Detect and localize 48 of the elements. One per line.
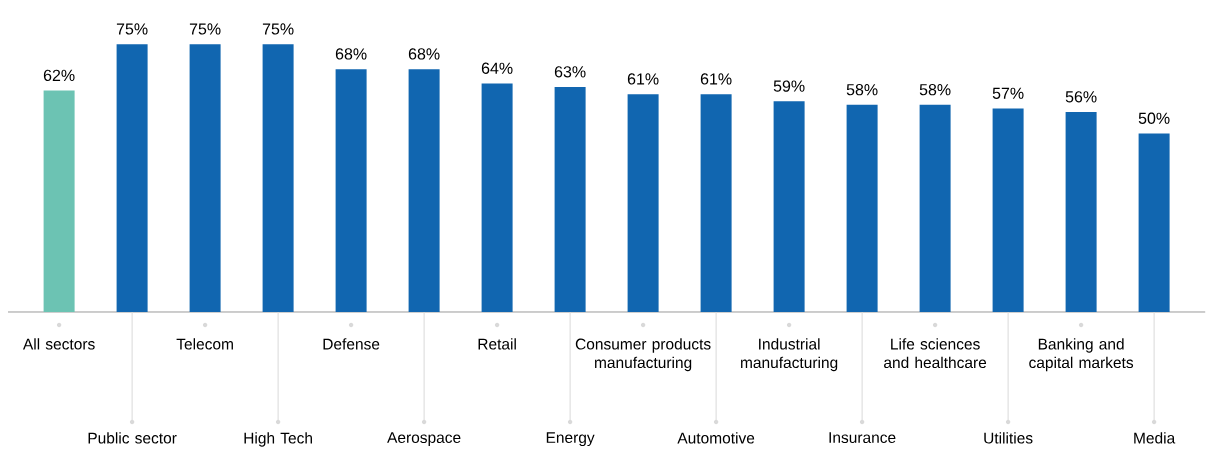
data-label: 61% <box>700 73 732 85</box>
bar <box>43 90 75 312</box>
x-tick-label: Energy <box>546 432 595 447</box>
data-label: 59% <box>773 80 805 92</box>
x-tick-label: All sectors <box>22 338 95 350</box>
bar <box>335 69 367 312</box>
data-label: 61% <box>627 73 659 85</box>
data-label: 50% <box>1138 112 1170 124</box>
x-tick-label: High Tech <box>244 432 312 447</box>
data-label: 56% <box>1065 91 1097 103</box>
bar <box>481 83 513 312</box>
x-tick-label: Industrial manufacturing <box>741 338 838 372</box>
x-tick-label: Utilities <box>984 432 1033 444</box>
data-label: 58% <box>846 84 878 96</box>
bar <box>262 44 294 312</box>
data-label: 63% <box>554 66 586 78</box>
x-tick-label: Insurance <box>829 432 896 444</box>
x-tick-label: Life sciences and healthcare <box>884 338 987 369</box>
x-tick-label: Telecom <box>176 338 233 350</box>
data-label: 68% <box>335 48 367 60</box>
data-label: 62% <box>43 69 75 82</box>
data-label: 75% <box>116 23 148 35</box>
x-tick-label: Aerospace <box>387 432 461 447</box>
bar <box>189 44 221 312</box>
data-label: 58% <box>919 84 951 96</box>
bar <box>1065 112 1097 312</box>
bar <box>116 44 148 312</box>
x-tick-label: Public sector <box>88 432 177 444</box>
bar <box>846 104 878 312</box>
x-tick-label: Automotive <box>677 432 755 444</box>
x-tick-label: Consumer products manufacturing <box>575 338 711 372</box>
bar <box>992 108 1024 312</box>
x-tick-label: Media <box>1134 432 1176 444</box>
data-label: 75% <box>189 23 221 35</box>
bar <box>773 101 805 312</box>
bar <box>1138 133 1170 312</box>
x-tick-label: Defense <box>323 338 380 350</box>
x-tick-label: Banking and capital markets <box>1029 338 1134 372</box>
data-label: 57% <box>992 87 1024 99</box>
bar <box>627 94 659 312</box>
data-label: 75% <box>262 23 294 35</box>
bar <box>700 94 732 312</box>
bar <box>919 104 951 312</box>
bar <box>554 87 586 312</box>
bar <box>408 69 440 312</box>
x-tick-label: Retail <box>478 338 516 350</box>
data-label: 64% <box>481 62 513 74</box>
data-label: 68% <box>408 48 440 60</box>
